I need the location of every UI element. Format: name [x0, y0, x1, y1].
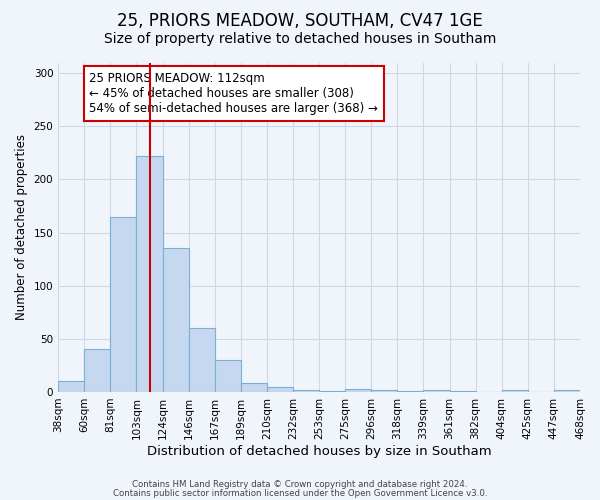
Bar: [188, 328, 215, 392]
Bar: [502, 390, 528, 392]
Bar: [449, 391, 476, 392]
Bar: [397, 391, 424, 392]
Bar: [424, 390, 449, 392]
Bar: [554, 390, 580, 392]
Text: 25 PRIORS MEADOW: 112sqm
← 45% of detached houses are smaller (308)
54% of semi-: 25 PRIORS MEADOW: 112sqm ← 45% of detach…: [89, 72, 379, 116]
Bar: [110, 216, 136, 392]
X-axis label: Distribution of detached houses by size in Southam: Distribution of detached houses by size …: [147, 444, 491, 458]
Bar: [58, 382, 84, 392]
Bar: [136, 156, 163, 392]
Text: Contains public sector information licensed under the Open Government Licence v3: Contains public sector information licen…: [113, 488, 487, 498]
Bar: [345, 389, 371, 392]
Y-axis label: Number of detached properties: Number of detached properties: [15, 134, 28, 320]
Text: Contains HM Land Registry data © Crown copyright and database right 2024.: Contains HM Land Registry data © Crown c…: [132, 480, 468, 489]
Text: Size of property relative to detached houses in Southam: Size of property relative to detached ho…: [104, 32, 496, 46]
Bar: [267, 386, 293, 392]
Bar: [163, 248, 188, 392]
Bar: [293, 390, 319, 392]
Bar: [371, 390, 397, 392]
Bar: [319, 391, 345, 392]
Text: 25, PRIORS MEADOW, SOUTHAM, CV47 1GE: 25, PRIORS MEADOW, SOUTHAM, CV47 1GE: [117, 12, 483, 30]
Bar: [241, 384, 267, 392]
Bar: [215, 360, 241, 392]
Bar: [84, 350, 110, 392]
